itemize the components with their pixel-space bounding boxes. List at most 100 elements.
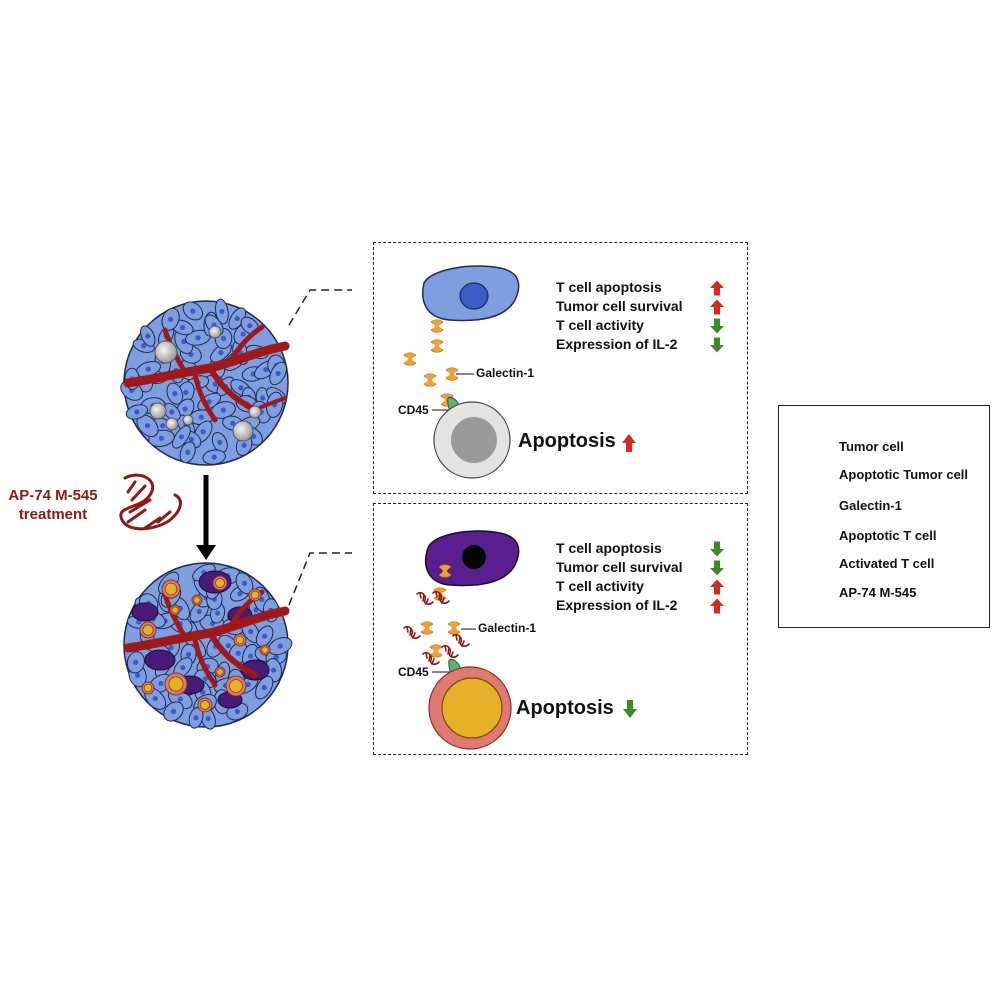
effect-label: Tumor cell survival: [556, 298, 683, 314]
cd45-label-top: CD45: [398, 403, 429, 417]
galectin-1-molecule: [445, 367, 459, 381]
tumor-cell: [214, 298, 229, 325]
panel-treated: [373, 503, 748, 755]
tumor-cell: [172, 425, 191, 449]
arrow-down-icon: [710, 541, 724, 557]
tumor-cell: [163, 701, 184, 722]
arrow-up-icon: [710, 579, 724, 595]
tumor-cell: [255, 625, 274, 647]
blood-vessel-bottom: [123, 589, 290, 688]
arrow-down-icon: [710, 318, 724, 334]
apoptosis-label-top: Apoptosis: [518, 430, 616, 452]
activated-t-cell: [214, 666, 226, 678]
treatment-line-2: treatment: [18, 506, 88, 523]
tumor-cell: [235, 572, 254, 595]
galectin-1-molecule: [438, 564, 452, 578]
activated-t-cell: [141, 681, 155, 695]
tumor-cell: [200, 707, 216, 730]
apoptosis-arrow-down-icon: [623, 700, 637, 718]
tumor-cell: [202, 449, 226, 465]
tumor-cell: [166, 382, 184, 405]
tumor-cell: [211, 431, 228, 453]
galectin-1-molecule: [430, 339, 444, 353]
galectin-label-bottom: Galectin-1: [478, 621, 537, 635]
legend-item-apoptotic-t-cell: Apoptotic T cell: [839, 528, 937, 543]
arrow-up-icon: [622, 434, 636, 452]
aptamer-molecule: [432, 590, 450, 604]
aptamer-molecule: [422, 651, 440, 665]
activated-t-cell: [248, 588, 262, 602]
galectin-1-molecule: [430, 319, 444, 333]
aptamer-molecule: [452, 633, 470, 647]
tumor-cell: [136, 414, 159, 438]
legend-item-ap-74-m-545: AP-74 M-545: [839, 585, 917, 600]
effect-label: T cell apoptosis: [556, 279, 662, 295]
galectin-1-molecule: [429, 644, 443, 658]
aptamer-molecule: [441, 644, 459, 658]
galectin-1-molecule: [403, 352, 417, 366]
activated-t-cell: [225, 675, 247, 697]
activated-t-cell: [169, 604, 181, 616]
apoptosis-label-bottom: Apoptosis: [516, 697, 614, 719]
arrow-down-icon: [623, 700, 637, 718]
legend-box: Tumor cell Apoptotic Tumor cell Galectin…: [778, 405, 990, 628]
tumor-cell: [255, 675, 274, 700]
arrow-down-icon: [710, 337, 724, 353]
effect-label: T cell apoptosis: [556, 540, 662, 556]
apoptotic-t-cells-top: [149, 325, 262, 442]
galectin-1-molecule: [423, 373, 437, 387]
tumor-cell: [135, 360, 161, 378]
tumor-cell: [197, 392, 222, 411]
activated-t-cell: [191, 594, 203, 606]
cd45-label-bottom: CD45: [398, 665, 429, 679]
tumor-untreated: [120, 298, 290, 466]
galectin-1-molecule: [447, 621, 461, 635]
arrow-down-icon: [710, 560, 724, 576]
connector-line-top: [288, 289, 352, 326]
effect-label: Expression of IL-2: [556, 597, 678, 613]
tumor-cell: [173, 657, 193, 679]
treatment-arrow: [196, 475, 216, 560]
legend-item-activated-t-cell: Activated T cell: [839, 556, 935, 571]
panel-bottom-illustration: [403, 530, 637, 750]
tumor-cell: [140, 325, 156, 347]
tumor-treated: [123, 562, 293, 730]
galectin-label-top: Galectin-1: [476, 366, 535, 380]
legend-item-apoptotic-tumor-cell: Apoptotic Tumor cell: [839, 467, 969, 482]
activated-t-cell: [139, 621, 157, 639]
activated-t-cell: [259, 644, 271, 656]
arrow-up-icon: [710, 299, 724, 315]
tumor-cell: [125, 404, 148, 420]
arrow-up-icon: [710, 280, 724, 296]
apoptosis-arrow-up-icon: [622, 434, 636, 452]
aptamer-treatment-icon: [119, 473, 182, 531]
connector-line-bottom: [288, 552, 352, 606]
arrow-up-icon: [710, 598, 724, 614]
legend-item-galectin-1: Galectin-1: [839, 498, 902, 513]
tumor-cell: [179, 441, 196, 464]
panel-untreated: [373, 242, 748, 494]
activated-t-cell: [212, 575, 228, 591]
treatment-line-1: AP-74 M-545: [8, 487, 98, 504]
effect-label: T cell activity: [556, 317, 644, 333]
activated-t-cell: [197, 697, 213, 713]
legend-item-tumor-cell: Tumor cell: [839, 439, 904, 454]
tumor-cell: [182, 301, 204, 321]
galectin-1-molecule: [420, 621, 434, 635]
activated-t-cell: [161, 579, 181, 599]
effect-label: T cell activity: [556, 578, 644, 594]
treatment-label: AP-74 M-545 treatment: [2, 486, 104, 524]
galectin-molecules-bottom: [420, 564, 461, 658]
tumor-cell: [126, 651, 145, 674]
effect-label: Expression of IL-2: [556, 336, 678, 352]
aptamer-molecule: [403, 625, 421, 639]
activated-t-cell: [233, 633, 247, 647]
panel-top-illustration: [403, 265, 636, 479]
aptamer-molecule: [416, 591, 434, 605]
effect-label: Tumor cell survival: [556, 559, 683, 575]
aptamers-bottom: [403, 590, 470, 665]
activated-t-cells-bottom: [139, 575, 271, 713]
tumor-cell: [269, 361, 287, 386]
activated-t-cell: [164, 672, 188, 696]
